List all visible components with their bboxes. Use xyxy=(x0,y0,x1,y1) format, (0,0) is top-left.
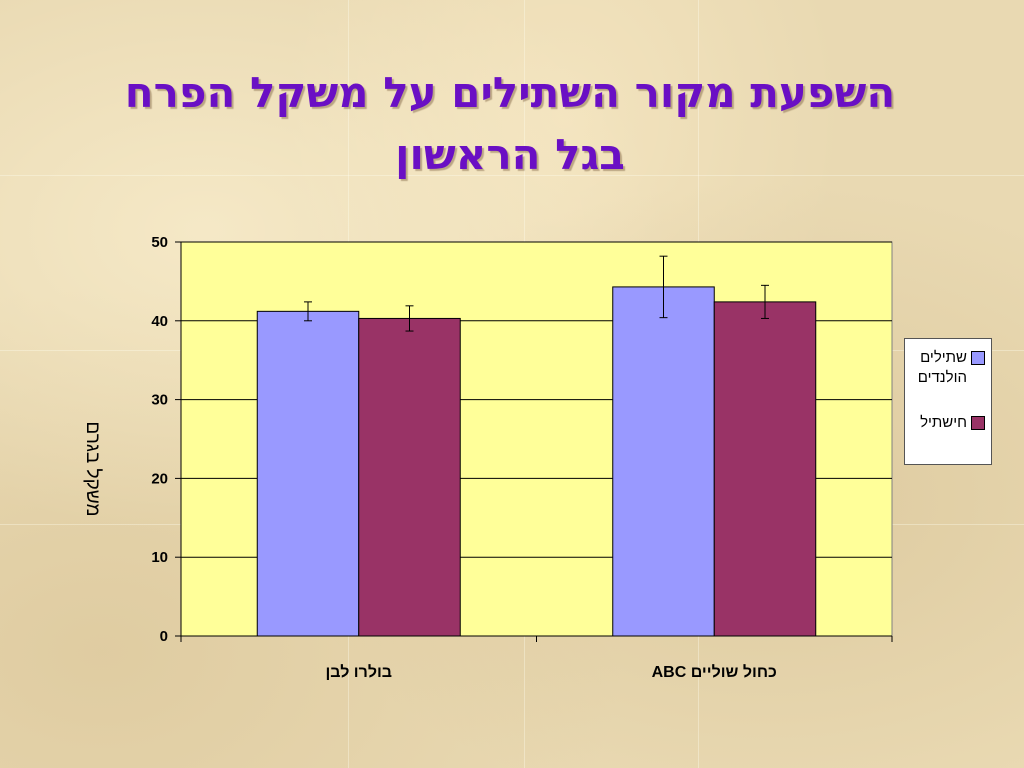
bar xyxy=(713,301,817,637)
background-seam xyxy=(0,175,1024,176)
legend-swatch-series-1 xyxy=(971,351,985,365)
bar xyxy=(256,310,360,637)
y-tick-label: 0 xyxy=(160,628,168,645)
legend-item-series-1: שתילים הולנדים xyxy=(907,348,985,388)
category-label: בולרו לבן xyxy=(325,663,392,681)
y-tick-label: 40 xyxy=(151,313,168,330)
legend-label-series-2: חישתיל xyxy=(920,414,967,431)
legend-swatch-series-2 xyxy=(971,416,985,430)
y-tick-label: 10 xyxy=(151,549,168,566)
bar xyxy=(358,317,461,637)
y-tick-label: 30 xyxy=(151,392,168,409)
chart-legend: שתילים הולנדים חישתיל xyxy=(904,338,992,465)
bar xyxy=(612,286,715,637)
y-tick-label: 20 xyxy=(151,470,168,487)
y-axis-label: משקל בגרם xyxy=(82,421,103,516)
legend-item-series-2: חישתיל xyxy=(907,413,985,433)
slide-title-line-2: בגל הראשון xyxy=(395,130,625,179)
slide-title: השפעת מקור השתילים על משקל הפרח בגל הראש… xyxy=(60,62,960,186)
y-tick-label: 50 xyxy=(151,234,168,251)
slide-title-line-1: השפעת מקור השתילים על משקל הפרח xyxy=(124,68,896,117)
category-label: כחול שוליים ABC xyxy=(652,663,777,681)
legend-label-series-1: שתילים הולנדים xyxy=(917,349,967,386)
